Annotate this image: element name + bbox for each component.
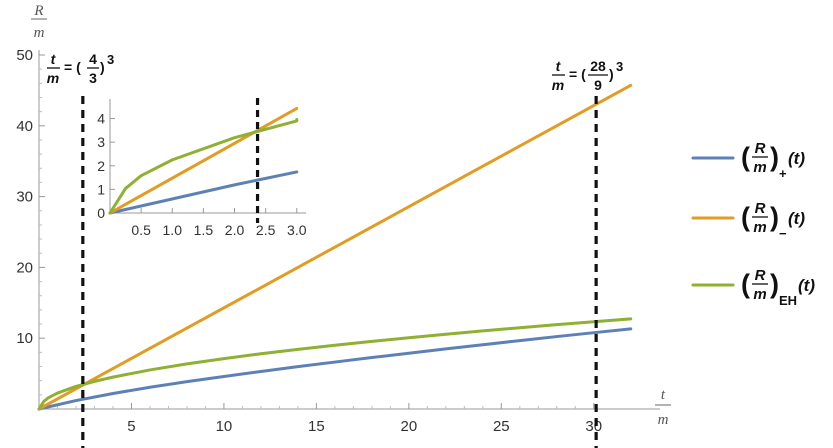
inset-series-line-2: [108, 106, 299, 215]
inset-x-tick-label: 2.0: [225, 222, 245, 238]
legend-subscript: −: [779, 226, 787, 241]
legend-entry-2: ( Rm)−(t): [691, 200, 805, 241]
ref-label-t: t: [556, 58, 562, 74]
legend-denominator: m: [753, 219, 766, 236]
inset-y-tick-label: 2: [97, 158, 105, 174]
reference-label-2: tm = (28 9) 3: [552, 58, 623, 93]
legend-open-paren: (: [741, 202, 750, 232]
inset-series-line-1: [108, 170, 299, 215]
y-tick-label: 50: [16, 47, 33, 64]
inset-x-tick-label: 1.0: [163, 222, 183, 238]
inset-x-tick-label: 1.5: [194, 222, 214, 238]
y-tick-label: 30: [16, 189, 33, 206]
legend-entry-3: ( Rm)EH(t): [691, 267, 815, 308]
legend-entry-1: ( Rm)+(t): [691, 140, 805, 181]
reference-labels: tm= (43) 3 tm= (289) 3: [47, 51, 623, 93]
ref-label-exponent: 3: [616, 59, 623, 74]
inset-y-tick-label: 0: [97, 205, 105, 221]
inset-y-tick-label: 1: [97, 181, 105, 197]
legend-denominator: m: [753, 159, 766, 176]
legend-argument: (t): [798, 276, 815, 295]
legend-numerator: R: [755, 140, 766, 157]
main-series-group: [37, 83, 633, 411]
ref-label-denominator: 3: [89, 70, 97, 86]
ref-label-close-paren: ): [100, 59, 105, 75]
y-tick-label: 10: [16, 330, 33, 347]
inset-x-tick-label: 3.0: [287, 222, 307, 238]
ref-label-t: t: [51, 51, 57, 67]
inset-x-tick-label: 2.5: [256, 222, 276, 238]
legend-denominator: m: [753, 286, 766, 303]
legend-argument: (t): [788, 209, 805, 228]
legend-subscript: EH: [779, 293, 797, 308]
ref-label-numerator: 4: [89, 51, 97, 67]
series-line-1: [37, 327, 633, 411]
legend-close-paren: ): [770, 269, 779, 299]
y-tick-label: 40: [16, 118, 33, 135]
ref-label-numerator: 28: [590, 58, 606, 74]
reference-lines: [81, 96, 598, 448]
legend-subscript: +: [779, 166, 787, 181]
y-axis-label-denominator: m: [34, 25, 45, 41]
x-tick-label: 20: [401, 418, 418, 435]
x-tick-label: 25: [493, 418, 510, 435]
y-tick-label: 20: [16, 259, 33, 276]
x-tick-label: 10: [216, 418, 233, 435]
series-line-2: [37, 83, 633, 411]
x-axis-label-numerator: t: [661, 387, 666, 403]
ref-label-m: m: [552, 77, 564, 93]
legend: (Rm)+(t)(Rm)−(t)(Rm)EH(t): [691, 140, 815, 308]
series-line-3: [37, 317, 633, 411]
ref-label-equals: = (: [569, 66, 586, 82]
legend-numerator: R: [755, 200, 766, 217]
legend-open-paren: (: [741, 142, 750, 172]
y-axis-label-numerator: R: [33, 3, 43, 19]
x-tick-label: 5: [127, 418, 135, 435]
inset-series-line-3: [108, 117, 299, 215]
reference-label-1: tm= (43) 3: [47, 51, 114, 86]
x-tick-label: 15: [308, 418, 325, 435]
ref-label-close-paren: ): [609, 66, 614, 82]
inset-y-tick-label: 4: [97, 111, 105, 127]
legend-close-paren: ): [770, 142, 779, 172]
legend-numerator: R: [755, 267, 766, 284]
inset-plot: 0 1 2 3 4 0.5 1.0 1.5 2.0 2.5 3.0: [88, 96, 313, 241]
inset-x-tick-label: 0.5: [131, 222, 151, 238]
legend-open-paren: (: [741, 269, 750, 299]
legend-close-paren: ): [770, 202, 779, 232]
ref-label-exponent: 3: [107, 52, 114, 67]
x-axis-label-denominator: m: [658, 412, 669, 428]
inset-y-tick-label: 3: [97, 134, 105, 150]
ref-label-denominator: 9: [594, 77, 602, 93]
ref-label-equals: = (: [64, 59, 81, 75]
x-tick-label: 30: [585, 418, 602, 435]
legend-argument: (t): [788, 149, 805, 168]
ref-label-m: m: [47, 70, 59, 86]
